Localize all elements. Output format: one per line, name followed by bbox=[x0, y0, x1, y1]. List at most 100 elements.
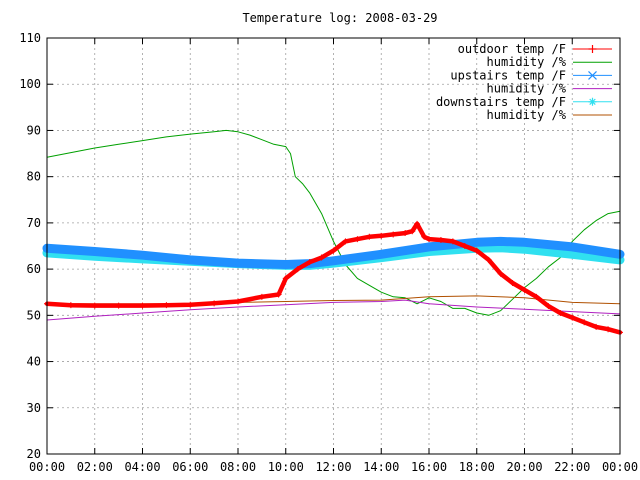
data-point bbox=[187, 301, 194, 308]
x-tick-label: 10:00 bbox=[268, 460, 304, 474]
data-point bbox=[258, 293, 265, 300]
data-point bbox=[521, 238, 528, 246]
data-point bbox=[449, 238, 456, 245]
data-point bbox=[473, 247, 480, 254]
data-point bbox=[533, 293, 540, 300]
series-2 bbox=[42, 236, 625, 269]
legend-item: outdoor temp /F bbox=[458, 42, 612, 56]
series-0 bbox=[44, 220, 623, 336]
data-point bbox=[377, 250, 385, 258]
data-point bbox=[545, 303, 552, 310]
legend-marker bbox=[588, 70, 597, 80]
series-line bbox=[46, 129, 621, 316]
legend-item: humidity /% bbox=[487, 108, 612, 122]
legend-item: humidity /% bbox=[487, 82, 612, 96]
y-tick-label: 100 bbox=[19, 77, 41, 91]
data-point bbox=[421, 233, 428, 240]
data-point bbox=[569, 251, 576, 258]
x-tick-label: 18:00 bbox=[459, 460, 495, 474]
data-point bbox=[91, 253, 98, 260]
data-point bbox=[91, 302, 98, 309]
data-point bbox=[485, 256, 492, 263]
data-point bbox=[91, 248, 99, 255]
series-line bbox=[44, 221, 623, 335]
data-point bbox=[318, 254, 325, 261]
data-point bbox=[426, 248, 432, 255]
y-tick-label: 80 bbox=[27, 170, 41, 184]
data-point bbox=[186, 256, 194, 264]
data-point bbox=[581, 319, 588, 326]
data-point bbox=[426, 236, 432, 243]
data-point bbox=[282, 261, 290, 268]
x-tick-label: 14:00 bbox=[363, 460, 399, 474]
y-tick-label: 60 bbox=[27, 262, 41, 276]
series-layer bbox=[42, 129, 625, 336]
legend-label: downstairs temp /F bbox=[436, 95, 566, 109]
legend-label: humidity /% bbox=[487, 55, 567, 69]
data-point bbox=[354, 236, 361, 243]
data-point bbox=[414, 220, 421, 227]
series-line bbox=[46, 299, 621, 321]
legend-label: humidity /% bbox=[487, 82, 567, 96]
x-tick-label: 12:00 bbox=[315, 460, 351, 474]
data-point bbox=[473, 238, 481, 246]
y-tick-label: 40 bbox=[27, 355, 41, 369]
axes: 20 30 40 50 60 70 80 90 100 110 00:00 02:00 04:00 06:… bbox=[19, 31, 638, 474]
data-point bbox=[330, 257, 337, 265]
series-3 bbox=[46, 299, 621, 321]
y-tick-label: 30 bbox=[27, 401, 41, 415]
data-point bbox=[342, 238, 349, 245]
legend-marker bbox=[588, 97, 597, 106]
data-point bbox=[67, 302, 74, 309]
data-point bbox=[139, 251, 146, 259]
data-point bbox=[569, 314, 576, 321]
series-1 bbox=[46, 129, 621, 316]
x-tick-label: 16:00 bbox=[411, 460, 447, 474]
data-point bbox=[139, 302, 146, 309]
data-point bbox=[437, 236, 444, 243]
data-point bbox=[605, 326, 612, 333]
data-point bbox=[509, 279, 516, 286]
x-tick-label: 08:00 bbox=[220, 460, 256, 474]
legend-marker bbox=[588, 45, 597, 53]
chart-title: Temperature log: 2008-03-29 bbox=[242, 11, 437, 25]
data-point bbox=[497, 244, 504, 251]
data-point bbox=[294, 266, 301, 273]
y-tick-label: 50 bbox=[27, 308, 41, 322]
plot-frame bbox=[46, 37, 621, 455]
data-point bbox=[593, 323, 600, 330]
legend-item: humidity /% bbox=[487, 55, 612, 69]
grid bbox=[47, 38, 620, 454]
x-tick-label: 20:00 bbox=[506, 460, 542, 474]
data-point bbox=[497, 270, 504, 277]
data-point bbox=[115, 302, 122, 309]
data-point bbox=[282, 275, 289, 282]
x-tick-label: 00:00 bbox=[29, 460, 65, 474]
data-point bbox=[378, 232, 385, 239]
x-tick-label: 22:00 bbox=[554, 460, 590, 474]
data-point bbox=[235, 298, 241, 305]
data-point bbox=[163, 302, 170, 309]
x-tick-label: 04:00 bbox=[124, 460, 160, 474]
data-point bbox=[557, 310, 564, 317]
legend-label: humidity /% bbox=[487, 108, 567, 122]
legend-label: upstairs temp /F bbox=[450, 68, 566, 82]
x-tick-label: 00:00 bbox=[602, 460, 638, 474]
data-point bbox=[390, 231, 397, 238]
x-tick-label: 02:00 bbox=[77, 460, 113, 474]
legend-item: downstairs temp /F bbox=[436, 95, 612, 109]
data-point bbox=[521, 246, 528, 253]
data-point bbox=[461, 243, 468, 249]
x-tick-label: 06:00 bbox=[172, 460, 208, 474]
data-point bbox=[234, 259, 242, 267]
data-point bbox=[366, 233, 373, 240]
y-tick-label: 110 bbox=[19, 31, 41, 45]
data-point bbox=[409, 228, 416, 235]
y-tick-label: 70 bbox=[27, 216, 41, 230]
legend-label: outdoor temp /F bbox=[458, 42, 566, 56]
y-tick-label: 20 bbox=[27, 447, 41, 461]
data-point bbox=[211, 300, 218, 307]
data-point bbox=[521, 286, 528, 293]
